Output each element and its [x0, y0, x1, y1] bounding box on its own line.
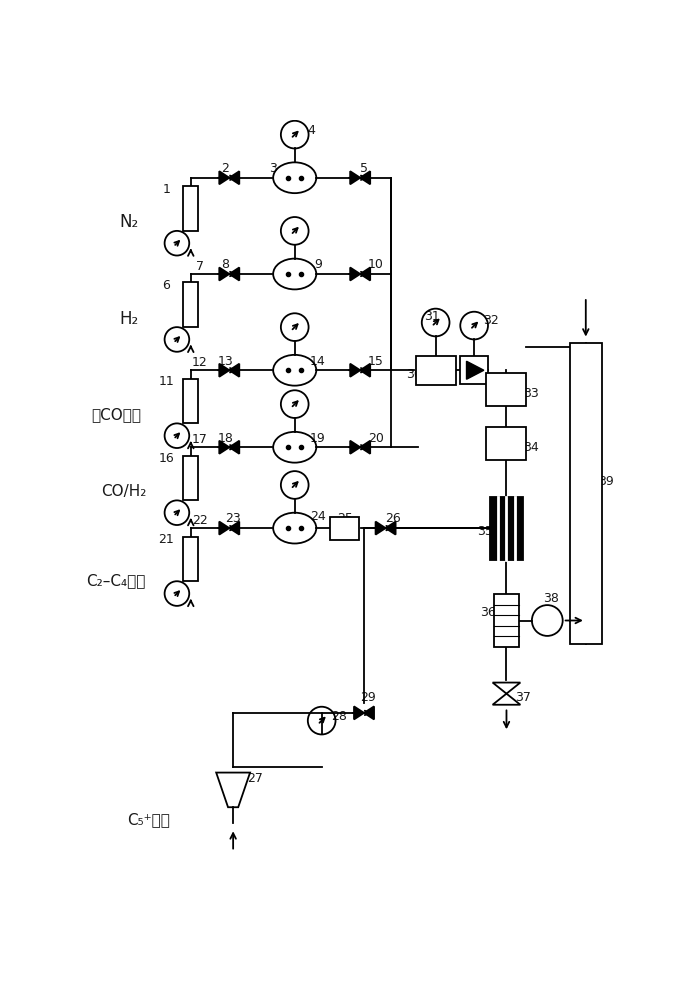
Bar [183, 379, 198, 423]
Text: 14: 14 [310, 355, 326, 368]
Text: 36: 36 [480, 606, 496, 619]
Polygon shape [219, 364, 229, 377]
Text: 38: 38 [543, 592, 559, 605]
Bar [486, 373, 526, 406]
Text: 34: 34 [523, 441, 539, 454]
Polygon shape [229, 522, 239, 535]
Text: 23: 23 [225, 512, 241, 525]
Text: 10: 10 [368, 258, 383, 271]
Polygon shape [219, 441, 229, 454]
Text: 28: 28 [331, 710, 347, 723]
Polygon shape [219, 522, 229, 535]
Text: 4: 4 [308, 124, 315, 137]
Text: 15: 15 [368, 355, 383, 368]
Text: 2: 2 [221, 162, 229, 175]
Text: 1: 1 [162, 183, 170, 196]
Polygon shape [229, 171, 239, 184]
Text: 11: 11 [158, 375, 174, 388]
Text: C₅⁺烯烃: C₅⁺烯烃 [127, 812, 170, 827]
Polygon shape [376, 522, 385, 535]
Text: 22: 22 [192, 514, 208, 527]
Polygon shape [229, 441, 239, 454]
Text: 35: 35 [477, 525, 493, 538]
Text: 7: 7 [196, 260, 204, 273]
Polygon shape [360, 267, 370, 281]
Text: 16: 16 [158, 452, 174, 465]
Polygon shape [360, 364, 370, 377]
Polygon shape [219, 267, 229, 281]
Bar [183, 282, 198, 327]
Text: 18: 18 [217, 432, 234, 445]
Text: 19: 19 [310, 432, 326, 445]
Text: 6: 6 [162, 279, 170, 292]
Text: 20: 20 [368, 432, 383, 445]
Text: 5: 5 [360, 162, 368, 175]
Bar [183, 456, 198, 500]
Text: 8: 8 [221, 258, 229, 271]
Text: 3: 3 [269, 162, 277, 175]
Text: C₂–C₄烯烃: C₂–C₄烯烃 [86, 573, 146, 588]
Text: 26: 26 [385, 512, 400, 525]
Polygon shape [229, 267, 239, 281]
Polygon shape [219, 171, 229, 184]
Bar [460, 356, 488, 384]
Polygon shape [466, 361, 484, 379]
Polygon shape [350, 267, 360, 281]
Text: 25: 25 [337, 512, 353, 525]
Text: 39: 39 [598, 475, 614, 488]
Bar [183, 537, 198, 581]
Text: 33: 33 [523, 387, 539, 400]
Text: N₂: N₂ [120, 213, 139, 231]
Polygon shape [350, 171, 360, 184]
Text: 24: 24 [310, 510, 326, 523]
Text: 17: 17 [192, 433, 208, 446]
Text: 30: 30 [406, 368, 422, 381]
Text: H₂: H₂ [120, 310, 139, 328]
Polygon shape [354, 706, 364, 719]
Text: 21: 21 [158, 533, 174, 546]
Text: 31: 31 [424, 310, 440, 323]
Text: CO/H₂: CO/H₂ [101, 484, 146, 499]
Polygon shape [350, 441, 360, 454]
Bar [569, 343, 602, 644]
Text: 13: 13 [217, 355, 234, 368]
Bar [415, 356, 456, 385]
Polygon shape [385, 522, 396, 535]
Text: 29: 29 [360, 691, 376, 704]
Polygon shape [360, 171, 370, 184]
Polygon shape [364, 706, 374, 719]
Polygon shape [360, 441, 370, 454]
Text: 9: 9 [314, 258, 321, 271]
Text: 含CO气体: 含CO气体 [91, 407, 141, 422]
Polygon shape [350, 364, 360, 377]
Bar [183, 186, 198, 231]
Bar [494, 594, 519, 647]
Bar [490, 497, 522, 560]
Bar [486, 427, 526, 460]
Text: 32: 32 [484, 314, 499, 327]
Bar [330, 517, 360, 540]
Polygon shape [229, 364, 239, 377]
Text: 27: 27 [247, 772, 263, 785]
Text: 37: 37 [516, 691, 531, 704]
Text: 12: 12 [192, 356, 208, 369]
